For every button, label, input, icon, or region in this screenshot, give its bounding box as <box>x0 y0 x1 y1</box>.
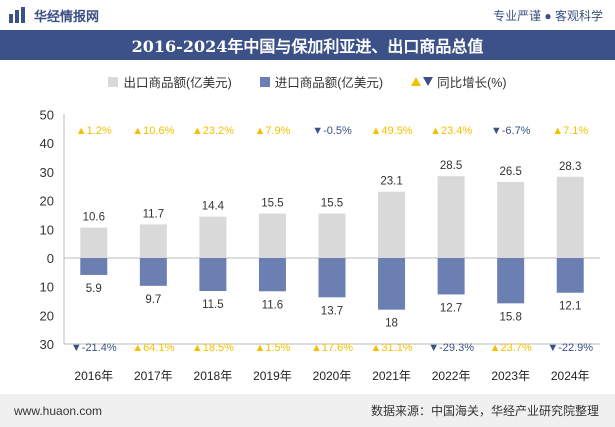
export-bar <box>199 216 227 258</box>
import-growth-label: ▲23.7% <box>490 342 532 354</box>
x-tick-label: 2022年 <box>432 369 471 383</box>
export-bar <box>378 191 406 258</box>
x-tick-label: 2017年 <box>134 369 173 383</box>
x-tick-label: 2020年 <box>313 369 352 383</box>
import-value-label: 5.9 <box>86 283 102 295</box>
legend-item-growth: 同比增长(%) <box>411 72 507 91</box>
import-value-label: 13.7 <box>321 305 343 317</box>
x-tick-label: 2024年 <box>551 369 590 383</box>
export-growth-label: ▲7.9% <box>254 125 290 137</box>
export-growth-label: ▲7.1% <box>552 125 588 137</box>
import-value-label: 11.6 <box>262 299 284 311</box>
y-tick-label: 40 <box>40 136 54 151</box>
export-value-label: 28.3 <box>559 161 581 173</box>
import-bar <box>437 258 465 295</box>
y-tick-label: 10 <box>40 280 54 295</box>
triangle-up-icon <box>411 77 422 86</box>
export-value-label: 26.5 <box>499 166 521 178</box>
import-bar <box>139 258 167 286</box>
legend-label-export: 出口商品额(亿美元) <box>123 76 232 90</box>
data-source: 数据来源：中国海关，华经产业研究院整理 <box>370 404 599 418</box>
export-swatch <box>108 76 119 87</box>
slogan: 专业严谨 ● 客观科学 <box>493 8 603 23</box>
legend-item-import: 进口商品额(亿美元) <box>259 72 384 91</box>
import-value-label: 9.7 <box>145 294 161 306</box>
chart-marks: 50 40 30 20 10 0 10 20 30 10.6 5.9 ▲1.2% ▼-21.4% 2016… <box>40 108 594 384</box>
y-tick-label: 10 <box>40 222 54 237</box>
export-value-label: 15.5 <box>321 198 343 210</box>
import-bar <box>199 258 227 292</box>
top-bar: 华经情报网 专业严谨 ● 客观科学 <box>0 0 615 30</box>
export-bar <box>258 213 286 258</box>
import-value-label: 15.8 <box>499 311 521 323</box>
export-growth-label: ▼-0.5% <box>312 125 352 137</box>
export-growth-label: ▲23.2% <box>192 125 234 137</box>
x-tick-label: 2023年 <box>491 369 530 383</box>
export-bar <box>556 176 584 258</box>
import-value-label: 18 <box>385 318 398 330</box>
export-growth-label: ▲23.4% <box>430 125 472 137</box>
y-tick-label: 30 <box>40 165 54 180</box>
website-link[interactable]: www.huaon.com <box>14 403 103 418</box>
y-tick-label: 20 <box>40 308 54 323</box>
import-growth-label: ▲31.1% <box>371 342 413 354</box>
x-tick-label: 2021年 <box>372 369 411 383</box>
import-value-label: 12.1 <box>559 301 581 313</box>
x-tick-label: 2016年 <box>74 369 113 383</box>
import-growth-label: ▲1.5% <box>254 342 290 354</box>
chart-title: 2016-2024年中国与保加利亚进、出口商品总值 <box>131 37 484 56</box>
import-value-label: 12.7 <box>440 302 462 314</box>
y-tick-label: 30 <box>40 337 54 352</box>
import-growth-label: ▲64.1% <box>132 342 174 354</box>
import-growth-label: ▲17.6% <box>311 342 353 354</box>
export-bar <box>437 176 465 258</box>
export-growth-label: ▲1.2% <box>76 125 112 137</box>
import-growth-label: ▲18.5% <box>192 342 234 354</box>
export-bar <box>139 224 167 258</box>
export-value-label: 14.4 <box>202 201 225 213</box>
import-bar <box>378 258 406 310</box>
export-value-label: 23.1 <box>380 176 402 188</box>
export-value-label: 15.5 <box>261 198 283 210</box>
import-bar <box>258 258 286 292</box>
import-bar <box>80 258 108 275</box>
export-value-label: 28.5 <box>440 160 462 172</box>
import-growth-label: ▼-29.3% <box>428 342 474 354</box>
title-bar: 2016-2024年中国与保加利亚进、出口商品总值 <box>0 30 615 60</box>
export-bar <box>318 213 346 258</box>
x-tick-label: 2019年 <box>253 369 292 383</box>
import-bar <box>497 258 525 304</box>
brand: 华经情报网 <box>8 6 99 25</box>
export-growth-label: ▲49.5% <box>371 125 413 137</box>
brand-name: 华经情报网 <box>34 8 100 24</box>
import-swatch <box>259 76 270 87</box>
export-bar <box>80 227 108 258</box>
import-value-label: 11.5 <box>202 299 224 311</box>
triangle-down-icon <box>423 77 434 86</box>
import-growth-label: ▼-21.4% <box>71 342 117 354</box>
import-growth-label: ▼-22.9% <box>547 342 593 354</box>
x-tick-label: 2018年 <box>194 369 233 383</box>
y-tick-label: 50 <box>40 108 54 123</box>
export-growth-label: ▲10.6% <box>132 125 174 137</box>
export-value-label: 10.6 <box>83 212 105 224</box>
footer: www.huaon.com 数据来源：中国海关，华经产业研究院整理 <box>0 394 615 427</box>
export-value-label: 11.7 <box>143 208 165 220</box>
legend-label-import: 进口商品额(亿美元) <box>274 76 384 90</box>
import-bar <box>318 258 346 298</box>
export-growth-label: ▼-6.7% <box>491 125 531 137</box>
import-bar <box>556 258 584 293</box>
legend-label-growth: 同比增长(%) <box>437 76 507 90</box>
export-bar <box>497 181 525 258</box>
y-tick-label: 20 <box>40 194 54 209</box>
legend: 出口商品额(亿美元) 进口商品额(亿美元) 同比增长(%) <box>0 72 615 91</box>
y-tick-label: 0 <box>47 251 54 266</box>
legend-item-export: 出口商品额(亿美元) <box>108 72 232 91</box>
huajing-logo-icon <box>9 7 25 23</box>
